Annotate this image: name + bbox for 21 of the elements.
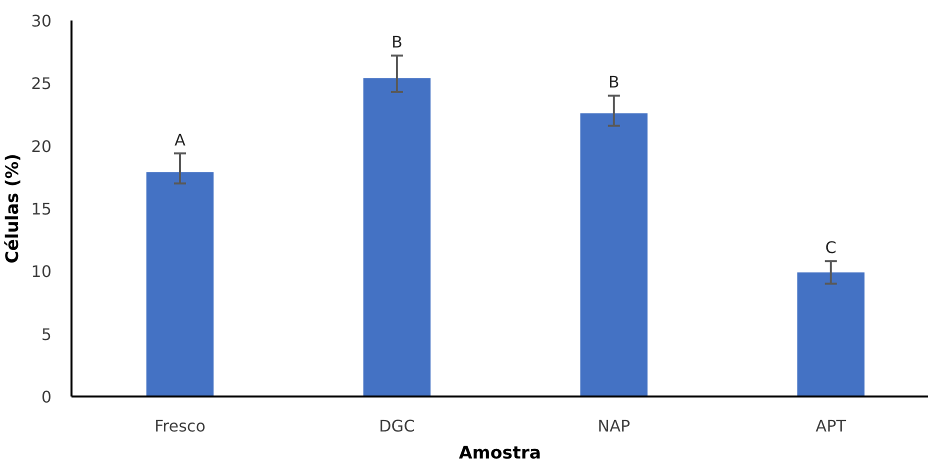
annotation: B <box>608 72 620 92</box>
bar <box>797 272 864 396</box>
y-axis-title: Células (%) <box>3 154 24 264</box>
x-tick-label: DGC <box>379 416 415 436</box>
y-tick-label: 5 <box>41 324 52 344</box>
x-tick-label: APT <box>816 416 846 436</box>
y-tick-label: 20 <box>31 136 52 156</box>
annotation: C <box>825 238 836 258</box>
x-tick-label: NAP <box>598 416 631 436</box>
y-tick-label: 10 <box>31 262 52 282</box>
x-axis-title: Amostra <box>458 444 542 464</box>
y-tick-label: 25 <box>31 74 52 94</box>
bar <box>146 172 214 396</box>
annotation: A <box>174 130 186 150</box>
y-tick-label: 0 <box>41 388 52 406</box>
y-tick-label: 30 <box>31 12 52 30</box>
x-tick-label: Fresco <box>154 416 206 436</box>
bar <box>363 78 431 396</box>
annotation: B <box>391 32 402 52</box>
y-tick-label: 15 <box>31 200 52 218</box>
bar <box>580 113 648 396</box>
